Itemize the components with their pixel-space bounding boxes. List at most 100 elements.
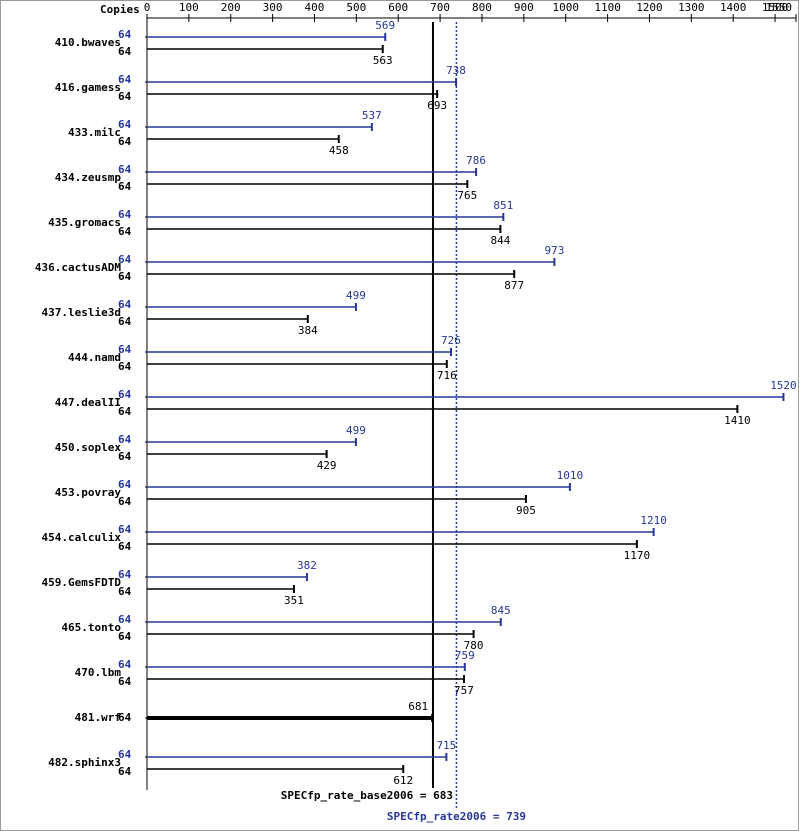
value-label: 759 (455, 649, 475, 662)
value-label: 429 (317, 459, 337, 472)
value-label: 1170 (624, 549, 651, 562)
x-tick-label: 1550 (766, 1, 793, 14)
copies-label: 64 (118, 225, 132, 238)
copies-label: 64 (118, 118, 132, 131)
benchmark-label: 447.dealII (55, 396, 121, 409)
benchmark-label: 434.zeusmp (55, 171, 122, 184)
summary-label: SPECfp_rate2006 = (387, 810, 500, 823)
summary-value: 739 (506, 810, 526, 823)
value-label: 612 (393, 774, 413, 787)
value-label: 905 (516, 504, 536, 517)
copies-label: 64 (118, 585, 132, 598)
copies-label: 64 (118, 405, 132, 418)
x-tick-label: 200 (221, 1, 241, 14)
x-tick-label: 1000 (552, 1, 579, 14)
value-label: 715 (436, 739, 456, 752)
copies-label: 64 (118, 208, 132, 221)
value-label: 382 (297, 559, 317, 572)
copies-label: 64 (118, 478, 132, 491)
value-label: 351 (284, 594, 304, 607)
copies-label: 64 (118, 748, 132, 761)
copies-label: 64 (118, 613, 132, 626)
copies-label: 64 (118, 28, 132, 41)
value-label: 786 (466, 154, 486, 167)
value-label: 384 (298, 324, 318, 337)
value-label: 499 (346, 289, 366, 302)
value-label: 726 (441, 334, 461, 347)
value-label: 499 (346, 424, 366, 437)
benchmark-label: 454.calculix (42, 531, 122, 544)
benchmark-label: 433.milc (68, 126, 121, 139)
value-label: 851 (493, 199, 513, 212)
copies-label: 64 (118, 630, 132, 643)
value-label: 973 (544, 244, 564, 257)
copies-label: 64 (118, 163, 132, 176)
x-tick-label: 100 (179, 1, 199, 14)
copies-label: 64 (118, 568, 132, 581)
x-tick-label: 600 (388, 1, 408, 14)
benchmark-label: 470.lbm (75, 666, 122, 679)
benchmark-label: 481.wrf (75, 711, 121, 724)
x-tick-label: 900 (514, 1, 534, 14)
benchmark-label: 416.gamess (55, 81, 121, 94)
benchmark-label: 410.bwaves (55, 36, 121, 49)
copies-label: 64 (118, 135, 132, 148)
summary-label: SPECfp_rate_base2006 = (281, 789, 427, 802)
x-tick-label: 1200 (636, 1, 663, 14)
value-label: 1520 (770, 379, 797, 392)
copies-label: 64 (118, 45, 132, 58)
x-tick-label: 1300 (678, 1, 705, 14)
x-tick-label: 500 (346, 1, 366, 14)
value-label: 780 (464, 639, 484, 652)
summary-text: SPECfp_rate_base2006 = 683 (281, 789, 453, 802)
x-tick-label: 0 (144, 1, 151, 14)
value-label: 716 (437, 369, 457, 382)
copies-label: 64 (118, 270, 132, 283)
x-tick-label: 400 (305, 1, 325, 14)
value-label: 458 (329, 144, 349, 157)
copies-label: 64 (118, 180, 132, 193)
value-label: 681 (408, 700, 428, 713)
x-tick-label: 700 (430, 1, 450, 14)
copies-label: 64 (118, 765, 132, 778)
copies-label: 64 (118, 253, 132, 266)
x-tick-label: 1400 (720, 1, 747, 14)
copies-label: 64 (118, 90, 132, 103)
copies-label: 64 (118, 540, 132, 553)
x-tick-label: 1100 (594, 1, 621, 14)
value-label: 757 (454, 684, 474, 697)
value-label: 844 (490, 234, 510, 247)
value-label: 693 (427, 99, 447, 112)
benchmark-label: 444.namd (68, 351, 121, 364)
x-tick-label: 1500 (762, 1, 789, 14)
copies-label: 64 (118, 73, 132, 86)
copies-label: 64 (118, 433, 132, 446)
benchmark-label: 437.leslie3d (42, 306, 121, 319)
copies-label: 64 (118, 343, 132, 356)
copies-header: Copies (100, 3, 140, 16)
value-label: 845 (491, 604, 511, 617)
value-label: 738 (446, 64, 466, 77)
benchmark-label: 435.gromacs (48, 216, 121, 229)
benchmark-label: 465.tonto (61, 621, 121, 634)
copies-label: 64 (118, 388, 132, 401)
copies-label: 64 (118, 298, 132, 311)
benchmark-label: 459.GemsFDTD (42, 576, 122, 589)
copies-label: 64 (118, 523, 132, 536)
benchmark-label: 436.cactusADM (35, 261, 121, 274)
value-label: 569 (375, 19, 395, 32)
copies-label: 64 (118, 711, 132, 724)
value-label: 1210 (640, 514, 667, 527)
summary-value: 683 (433, 789, 453, 802)
x-tick-label: 800 (472, 1, 492, 14)
value-label: 1410 (724, 414, 751, 427)
value-label: 765 (457, 189, 477, 202)
value-label: 537 (362, 109, 382, 122)
x-tick-label: 300 (263, 1, 283, 14)
copies-label: 64 (118, 495, 132, 508)
copies-label: 64 (118, 360, 132, 373)
benchmark-label: 482.sphinx3 (48, 756, 121, 769)
value-label: 563 (373, 54, 393, 67)
